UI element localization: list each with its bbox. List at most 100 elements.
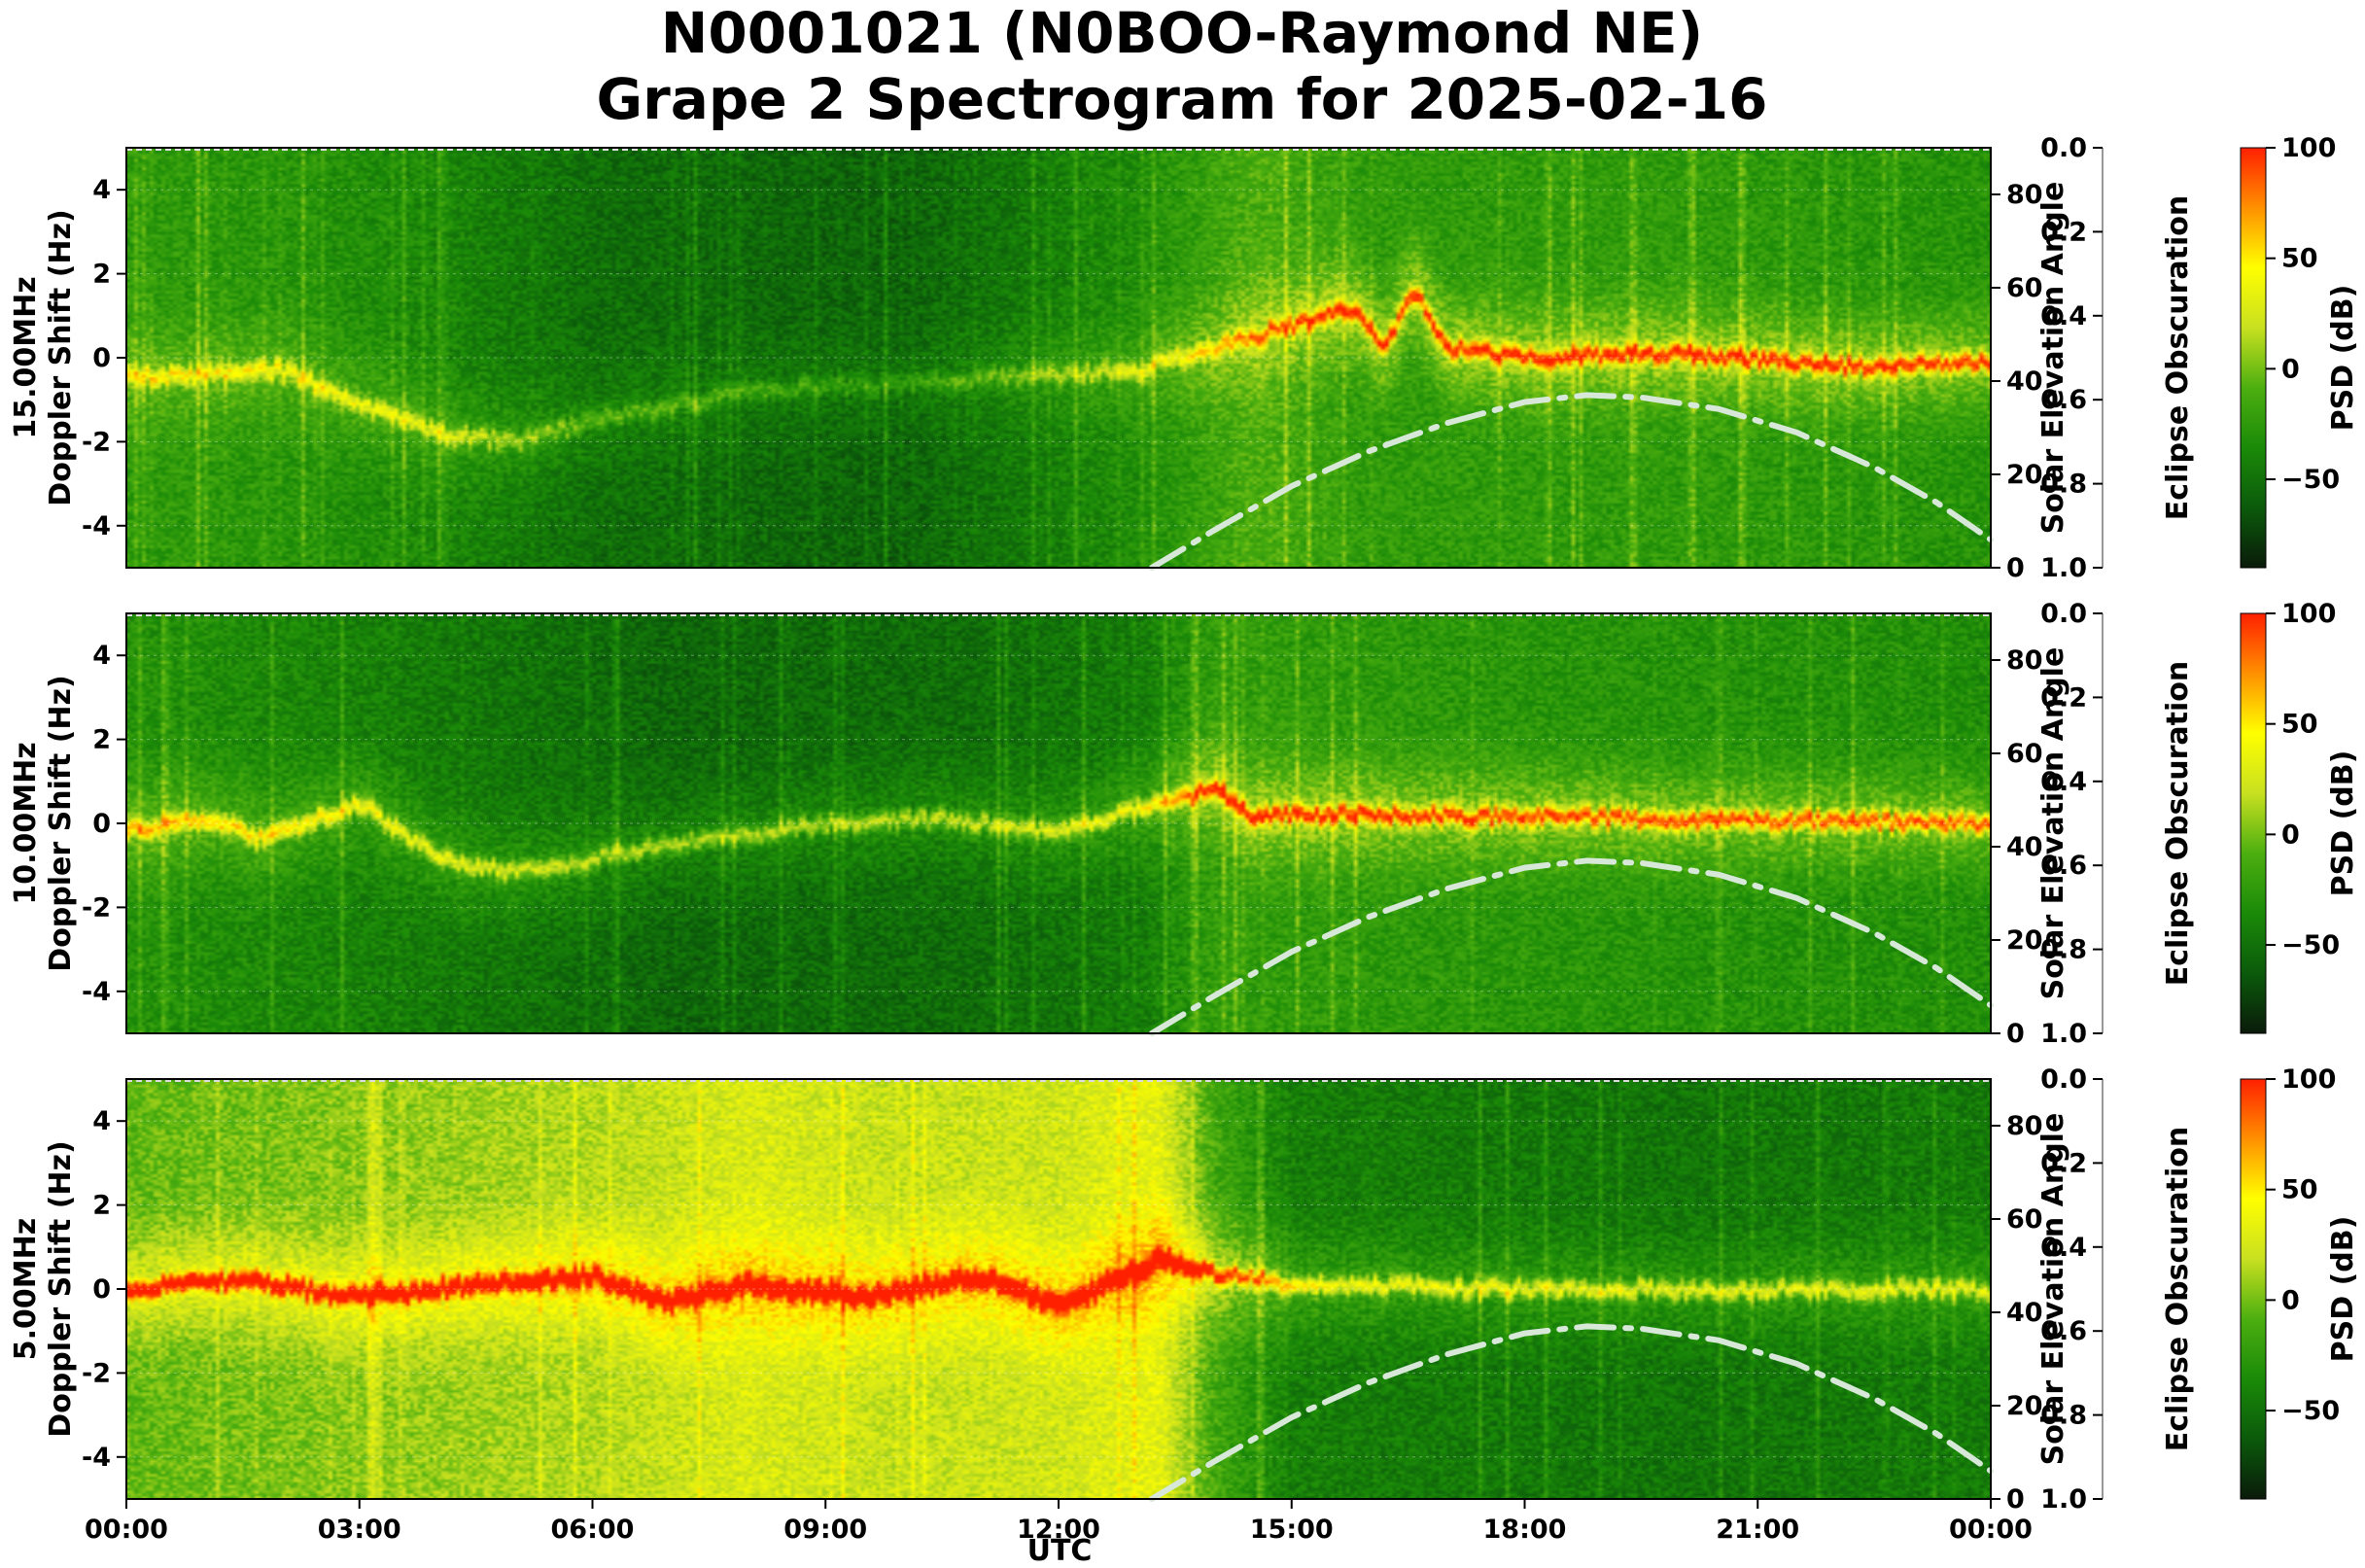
solar-tick-label: 60: [2006, 739, 2043, 769]
solar-tick-label: 80: [2006, 1111, 2043, 1141]
spectrogram-raster: [126, 1079, 1991, 1499]
doppler-tick-label: 4: [92, 641, 111, 671]
eclipse-tick-label: 0.4: [2040, 301, 2087, 331]
band-label: 15.00MHz: [9, 276, 43, 438]
colorbar-tick-label: 0: [2281, 1285, 2300, 1315]
x-tick-label: 09:00: [783, 1515, 867, 1545]
colorbar-tick-label: 50: [2281, 710, 2318, 740]
panel-2: 420-2-45.00MHz Doppler Shift (Hz)80604020…: [9, 1064, 2360, 1515]
eclipse-tick-label: 0.0: [2040, 599, 2087, 629]
colorbar-label: PSD (dB): [2326, 285, 2360, 432]
x-tick-label: 18:00: [1483, 1515, 1567, 1545]
chart-title-line-1: N0001021 (N0BOO-Raymond NE): [661, 0, 1703, 66]
doppler-tick-label: 2: [92, 260, 111, 290]
colorbar: [2240, 147, 2267, 569]
colorbar-tick-label: 50: [2281, 1175, 2318, 1205]
solar-tick-label: 40: [2006, 832, 2043, 862]
eclipse-tick-label: 0.2: [2040, 217, 2087, 247]
solar-tick-label: 60: [2006, 273, 2043, 303]
colorbar-tick-label: 100: [2281, 133, 2336, 163]
doppler-tick-label: 2: [92, 1191, 111, 1221]
x-tick-label: 15:00: [1250, 1515, 1334, 1545]
solar-elevation-curve: [1148, 1323, 1994, 1502]
solar-elevation-curve: [1148, 392, 1994, 571]
spectrogram-raster: [126, 613, 1991, 1033]
doppler-tick-label: 0: [92, 809, 111, 839]
solar-tick-label: 20: [2006, 1391, 2043, 1421]
band-label: 5.00MHz: [9, 1218, 43, 1360]
doppler-tick-label: -2: [82, 427, 111, 457]
utc-x-axis: 00:00 03:00 06:00 09:00 12:00 15:00 18:00 21:00…: [85, 1499, 2033, 1545]
spectrogram-raster: [126, 148, 1991, 568]
eclipse-tick-label: 1.0: [2040, 553, 2087, 583]
solar-axis-label: Solar Elevation Angle: [2036, 1113, 2070, 1466]
solar-axis-label: Solar Elevation Angle: [2036, 182, 2070, 535]
doppler-tick-label: 4: [92, 175, 111, 205]
x-tick-label: 03:00: [318, 1515, 401, 1545]
doppler-tick-label: -4: [82, 511, 111, 541]
x-tick-label: 21:00: [1716, 1515, 1799, 1545]
solar-tick-label: 40: [2006, 1298, 2043, 1328]
solar-tick-label: 80: [2006, 645, 2043, 676]
eclipse-tick-label: 0.2: [2040, 1148, 2087, 1178]
eclipse-tick-label: 0.6: [2040, 851, 2087, 881]
doppler-tick-label: 4: [92, 1106, 111, 1136]
eclipse-tick-label: 0.8: [2040, 935, 2087, 965]
eclipse-tick-label: 0.4: [2040, 767, 2087, 797]
colorbar-tick-label: 100: [2281, 599, 2336, 629]
x-tick-label: 00:00: [1949, 1515, 2033, 1545]
solar-tick-label: 0: [2006, 1019, 2025, 1049]
chart-title-line-2: Grape 2 Spectrogram for 2025-02-16: [597, 66, 1768, 132]
panel-0: 420-2-415.00MHz Doppler Shift (Hz)8060402…: [9, 133, 2360, 583]
eclipse-tick-label: 0.8: [2040, 470, 2087, 500]
doppler-tick-label: 0: [92, 343, 111, 373]
doppler-axis-label: Doppler Shift (Hz): [44, 209, 78, 505]
doppler-axis-label: Doppler Shift (Hz): [44, 675, 78, 971]
doppler-axis-label: Doppler Shift (Hz): [44, 1140, 78, 1437]
solar-tick-label: 0: [2006, 553, 2025, 583]
eclipse-tick-label: 0.2: [2040, 682, 2087, 713]
colorbar: [2240, 1078, 2267, 1500]
doppler-tick-label: -2: [82, 892, 111, 923]
solar-tick-label: 80: [2006, 180, 2043, 210]
colorbar-label: PSD (dB): [2326, 1216, 2360, 1363]
eclipse-tick-label: 0.6: [2040, 385, 2087, 415]
colorbar-tick-label: −50: [2281, 930, 2340, 960]
x-tick-label: 00:00: [85, 1515, 168, 1545]
eclipse-tick-label: 1.0: [2040, 1484, 2087, 1515]
solar-axis-label: Solar Elevation Angle: [2036, 647, 2070, 1000]
panels: 420-2-415.00MHz Doppler Shift (Hz)8060402…: [9, 133, 2360, 1515]
colorbar-tick-label: −50: [2281, 1396, 2340, 1426]
doppler-tick-label: 0: [92, 1274, 111, 1305]
eclipse-tick-label: 0.0: [2040, 1064, 2087, 1095]
eclipse-axis-label: Eclipse Obscuration: [2161, 1127, 2195, 1452]
solar-tick-label: 20: [2006, 925, 2043, 956]
x-axis-label: UTC: [1027, 1534, 1093, 1568]
eclipse-tick-label: 0.0: [2040, 133, 2087, 163]
eclipse-tick-label: 0.6: [2040, 1316, 2087, 1346]
eclipse-axis-label: Eclipse Obscuration: [2161, 195, 2195, 521]
x-tick-label: 12:00: [1017, 1515, 1100, 1545]
doppler-tick-label: -2: [82, 1358, 111, 1388]
colorbar-label: PSD (dB): [2326, 750, 2360, 897]
colorbar-tick-label: 0: [2281, 354, 2300, 384]
colorbar: [2240, 612, 2267, 1034]
band-label: 10.00MHz: [9, 742, 43, 904]
doppler-tick-label: -4: [82, 1443, 111, 1473]
solar-tick-label: 20: [2006, 460, 2043, 490]
eclipse-tick-label: 0.4: [2040, 1233, 2087, 1263]
eclipse-tick-label: 1.0: [2040, 1019, 2087, 1049]
doppler-tick-label: -4: [82, 977, 111, 1007]
doppler-tick-label: 2: [92, 725, 111, 755]
solar-tick-label: 40: [2006, 366, 2043, 397]
solar-tick-label: 60: [2006, 1204, 2043, 1235]
colorbar-tick-label: −50: [2281, 465, 2340, 495]
x-tick-label: 06:00: [551, 1515, 635, 1545]
colorbar-tick-label: 0: [2281, 819, 2300, 850]
solar-elevation-curve: [1148, 857, 1994, 1036]
panel-1: 420-2-410.00MHz Doppler Shift (Hz)8060402…: [9, 599, 2360, 1049]
solar-tick-label: 0: [2006, 1484, 2025, 1515]
colorbar-tick-label: 100: [2281, 1064, 2336, 1095]
colorbar-tick-label: 50: [2281, 244, 2318, 274]
